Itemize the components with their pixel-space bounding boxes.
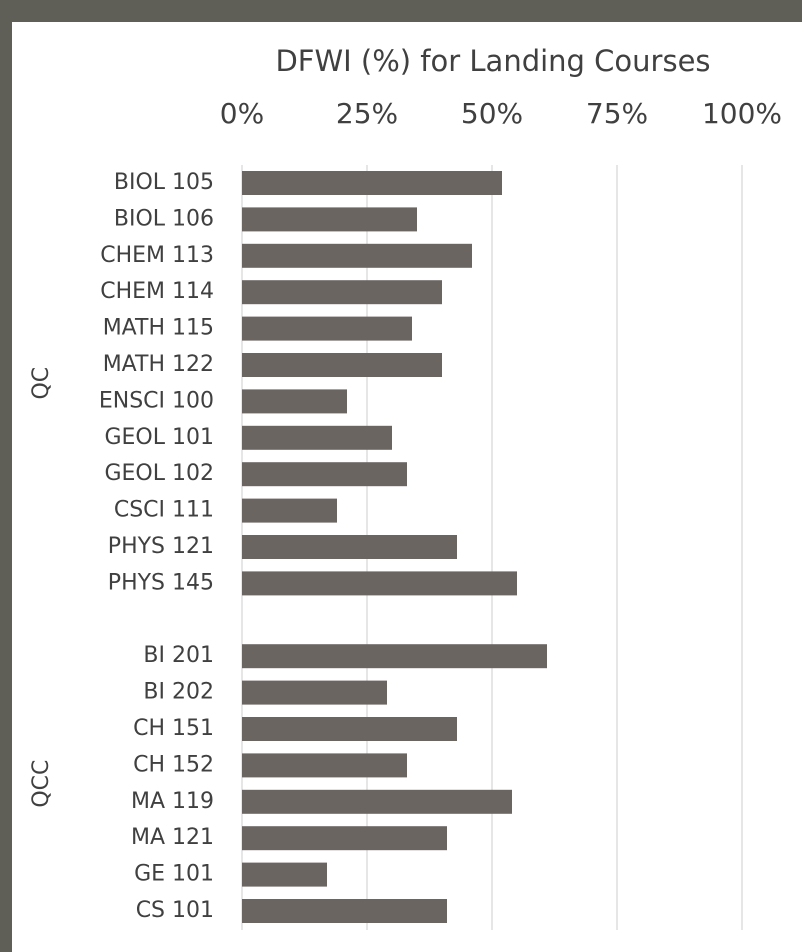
y-tick-label: ENSCI 100 [99,388,214,413]
bar [242,680,387,705]
y-tick-label: CH 152 [133,752,214,777]
bar [242,462,407,487]
bar [242,571,517,596]
y-tick-label: CH 151 [133,716,214,741]
y-tick-label: GEOL 102 [104,461,214,486]
group-label: QCC [29,760,54,808]
bar [242,389,347,414]
y-tick-label: BI 202 [143,680,214,705]
chart-title: DFWI (%) for Landing Courses [275,44,710,78]
y-tick-label: GEOL 101 [104,425,214,450]
bar [242,899,447,923]
y-tick-label: MA 119 [131,789,214,814]
bar [242,826,447,851]
bar [242,171,502,195]
x-tick-label: 0% [220,97,264,130]
bar [242,353,442,377]
y-tick-label: PHYS 121 [108,534,214,559]
bar [242,862,327,887]
y-tick-label: PHYS 145 [108,570,214,595]
bar [242,243,472,268]
x-tick-label: 75% [586,97,648,130]
bar [242,717,457,741]
y-tick-label: BIOL 105 [114,170,214,195]
y-tick-label: CHEM 113 [100,243,214,268]
bar [242,535,457,559]
bar [242,789,512,814]
bar [242,498,337,523]
y-tick-label: MA 121 [131,825,214,850]
bar [242,316,412,341]
bar [242,753,407,778]
bar [242,644,547,669]
x-tick-label: 100% [702,97,782,130]
group-label: QC [29,367,54,400]
y-tick-label: CS 101 [136,898,214,923]
y-tick-label: BIOL 106 [114,206,214,231]
y-tick-label: BI 201 [143,643,214,668]
x-tick-label: 50% [461,97,523,130]
bar [242,280,442,305]
x-tick-label: 25% [336,97,398,130]
bar [242,425,392,450]
y-tick-label: MATH 122 [103,352,214,377]
y-tick-label: CSCI 111 [114,498,214,523]
bar [242,207,417,232]
y-tick-label: MATH 115 [103,316,214,341]
y-tick-label: CHEM 114 [100,279,214,304]
y-tick-label: GE 101 [134,862,214,887]
